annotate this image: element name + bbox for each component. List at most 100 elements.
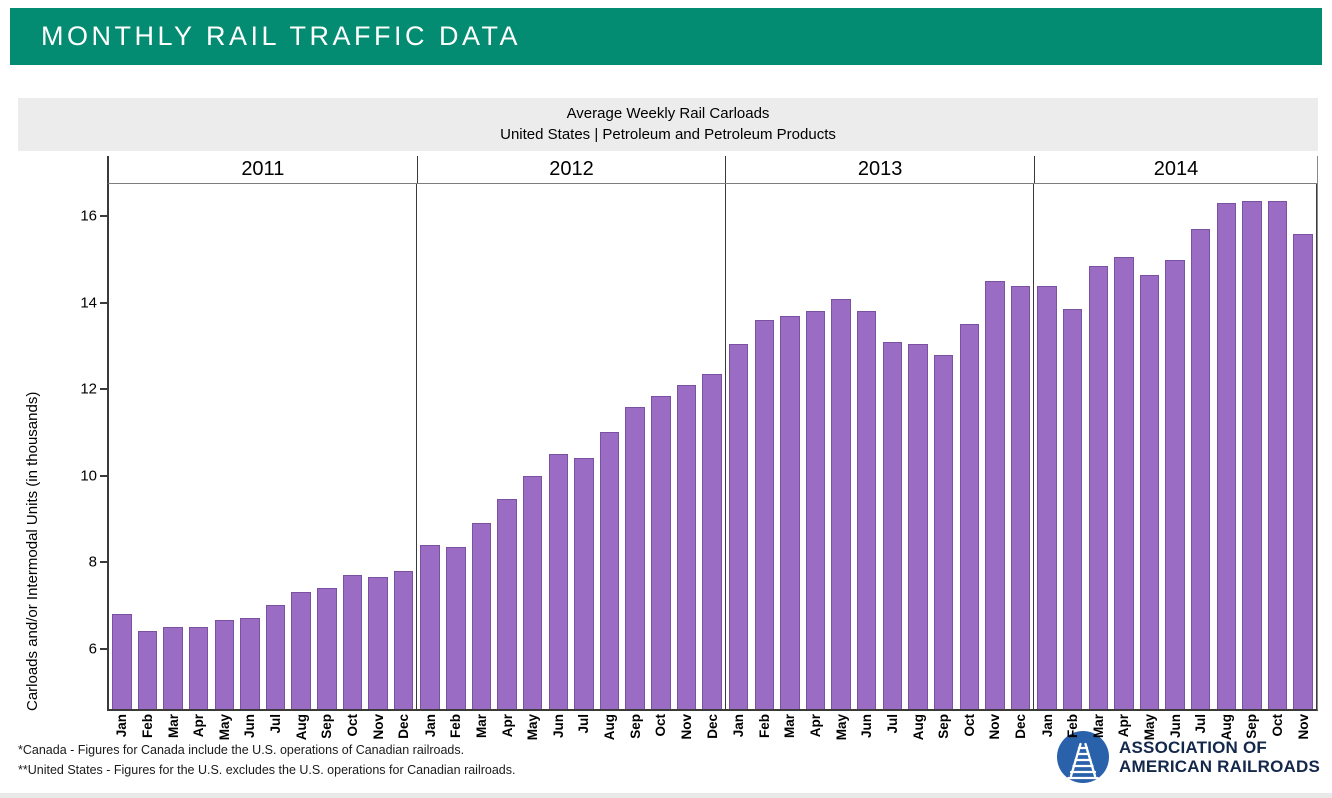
bar-2013-Jun — [857, 311, 877, 709]
chart-title-band: Average Weekly Rail Carloads United Stat… — [18, 98, 1318, 151]
bar-slot — [494, 184, 520, 709]
aar-logo-text: ASSOCIATION OF AMERICAN RAILROADS — [1119, 738, 1320, 776]
bar-2012-Jun — [548, 454, 569, 709]
bar-slot — [263, 184, 289, 709]
y-tick-label: 6 — [88, 640, 97, 658]
bar-slot — [726, 184, 752, 709]
y-tick-mark — [100, 215, 107, 218]
footnote-canada: *Canada - Figures for Canada include the… — [18, 743, 465, 757]
page-title: MONTHLY RAIL TRAFFIC DATA — [41, 21, 522, 51]
y-tick-label: 14 — [80, 294, 97, 312]
x-label-slot: Jan — [1034, 711, 1060, 757]
bar-slot — [828, 184, 854, 709]
x-tick-label: Jun — [550, 714, 566, 739]
x-label-slot: May — [520, 711, 546, 757]
bar-2012-Oct — [651, 395, 671, 709]
years-row: 2011 2012 2013 2014 — [107, 156, 1318, 183]
x-label-slot: Aug — [905, 711, 931, 757]
x-tick-label: Mar — [1090, 714, 1106, 739]
y-tick-label: 16 — [80, 207, 97, 225]
bar-2012-Nov — [676, 384, 697, 709]
x-tick-label: Sep — [936, 714, 952, 739]
footer: *Canada - Figures for Canada include the… — [18, 731, 1320, 783]
x-tick-label: May — [833, 714, 849, 741]
bar-slot — [340, 184, 366, 709]
bar-2014-Oct — [1267, 201, 1288, 709]
bar-2013-Jan — [728, 343, 749, 709]
bar-2013-Dec — [1010, 285, 1031, 709]
x-tick-label: Feb — [1065, 714, 1081, 739]
y-tick-label: 12 — [80, 380, 97, 398]
bar-2012-Jul — [574, 458, 594, 709]
plot-column: 2011 2012 2013 2014 6 8 10 12 14 16 Jan Feb Mar Apr… — [80, 156, 1318, 757]
bar-2013-Apr — [805, 311, 826, 709]
plot-area: 6 8 10 12 14 16 — [80, 183, 1318, 711]
bar-2013-Feb — [754, 320, 774, 709]
x-tick-label: Mar — [165, 714, 181, 739]
x-label-slot: Jan — [726, 711, 752, 757]
x-tick-label: Oct — [1270, 714, 1285, 737]
bar-2012-Jan — [420, 544, 440, 709]
bar-2013-Aug — [908, 343, 928, 709]
bar-2014-Aug — [1216, 203, 1237, 709]
x-label-slot: Mar — [777, 711, 803, 757]
y-tick-mark — [100, 561, 107, 564]
bar-group-2012 — [417, 184, 726, 709]
x-tick-label: Nov — [987, 714, 1003, 740]
x-tick-label: Nov — [370, 714, 386, 740]
bar-slot — [803, 184, 829, 709]
y-axis-gutter: Carloads and/or Intermodal Units (in tho… — [18, 156, 107, 757]
year-label-2012: 2012 — [418, 156, 727, 183]
bar-slot — [751, 184, 777, 709]
x-tick-label: Dec — [1013, 714, 1028, 739]
bar-2014-Feb — [1062, 309, 1083, 709]
bar-slot — [648, 184, 674, 709]
x-tick-label: Dec — [704, 714, 720, 739]
x-tick-label: Jul — [884, 714, 900, 734]
bar-slot — [854, 184, 880, 709]
bar-2011-May — [214, 620, 235, 709]
bar-2014-Sep — [1242, 201, 1262, 709]
logo-circle — [1057, 731, 1110, 783]
footnotes: *Canada - Figures for Canada include the… — [18, 741, 515, 780]
bar-slot — [674, 184, 700, 709]
bar-2011-Jun — [240, 618, 260, 709]
bar-slot — [1085, 184, 1111, 709]
bar-group-2011 — [109, 184, 418, 709]
bar-slot — [109, 184, 135, 709]
bar-slot — [546, 184, 572, 709]
x-tick-label: Oct — [961, 714, 977, 737]
bar-slot — [1008, 184, 1034, 709]
bar-2012-Mar — [471, 523, 492, 709]
y-tick-label: 8 — [88, 553, 97, 571]
y-tick-mark — [100, 301, 107, 304]
bar-2011-Feb — [137, 631, 158, 709]
bar-2012-Feb — [446, 546, 466, 709]
x-tick-label: Aug — [293, 714, 309, 741]
x-tick-label: Mar — [473, 714, 489, 739]
bar-slot — [520, 184, 546, 709]
x-label-slot: Oct — [956, 711, 982, 757]
bar-2013-Mar — [780, 315, 800, 709]
x-label-slot: Feb — [751, 711, 777, 757]
bar-2011-Dec — [393, 570, 414, 709]
x-tick-label: Aug — [1218, 714, 1234, 741]
bar-slot — [186, 184, 212, 709]
x-tick-label: Jan — [114, 714, 130, 738]
year-label-2013: 2013 — [726, 156, 1035, 183]
x-tick-label: Jan — [422, 714, 438, 738]
bar-slot — [237, 184, 263, 709]
page-bottom-edge — [0, 793, 1332, 798]
x-tick-label: Jun — [859, 714, 875, 739]
bar-group-2013 — [726, 184, 1035, 709]
x-tick-label: Apr — [808, 714, 823, 738]
x-label-slot: Sep — [622, 711, 648, 757]
x-tick-label: Jul — [576, 714, 592, 734]
bar-slot — [597, 184, 623, 709]
bar-2012-Apr — [497, 499, 517, 709]
y-tick-mark — [100, 474, 107, 477]
x-label-slot: Dec — [699, 711, 725, 757]
x-tick-label: Nov — [1295, 714, 1311, 740]
bar-2011-Jul — [265, 605, 286, 709]
x-tick-label: Aug — [910, 714, 926, 741]
